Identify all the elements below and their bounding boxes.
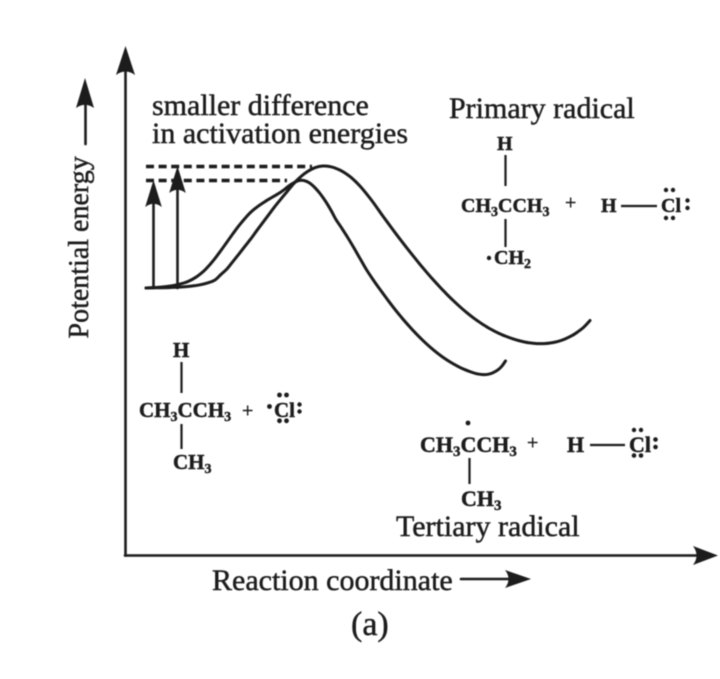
svg-text:H: H — [567, 432, 584, 457]
svg-text:Cl: Cl — [629, 432, 651, 457]
svg-text:+: + — [242, 400, 253, 422]
svg-text:(a): (a) — [351, 606, 389, 643]
svg-text:H: H — [173, 338, 189, 362]
svg-text:in activation energies: in activation energies — [152, 117, 408, 150]
svg-text:CH3CCH3: CH3CCH3 — [420, 432, 517, 460]
svg-text:Cl: Cl — [661, 195, 681, 217]
svg-text:Potential energy: Potential energy — [64, 156, 95, 338]
svg-text:Primary radical: Primary radical — [449, 92, 635, 125]
svg-text:smaller difference: smaller difference — [152, 89, 369, 122]
svg-text:H: H — [601, 195, 617, 217]
svg-text:CH3: CH3 — [461, 486, 502, 514]
svg-text:+: + — [527, 432, 538, 454]
svg-text:CH3CCH3: CH3CCH3 — [139, 398, 231, 425]
svg-text:Tertiary radical: Tertiary radical — [396, 510, 580, 543]
svg-text:Reaction coordinate: Reaction coordinate — [212, 564, 453, 597]
svg-text:Cl: Cl — [274, 398, 295, 422]
svg-text:CH3CCH3: CH3CCH3 — [461, 195, 549, 220]
svg-text:H: H — [497, 133, 513, 155]
svg-text:+: + — [565, 192, 576, 214]
